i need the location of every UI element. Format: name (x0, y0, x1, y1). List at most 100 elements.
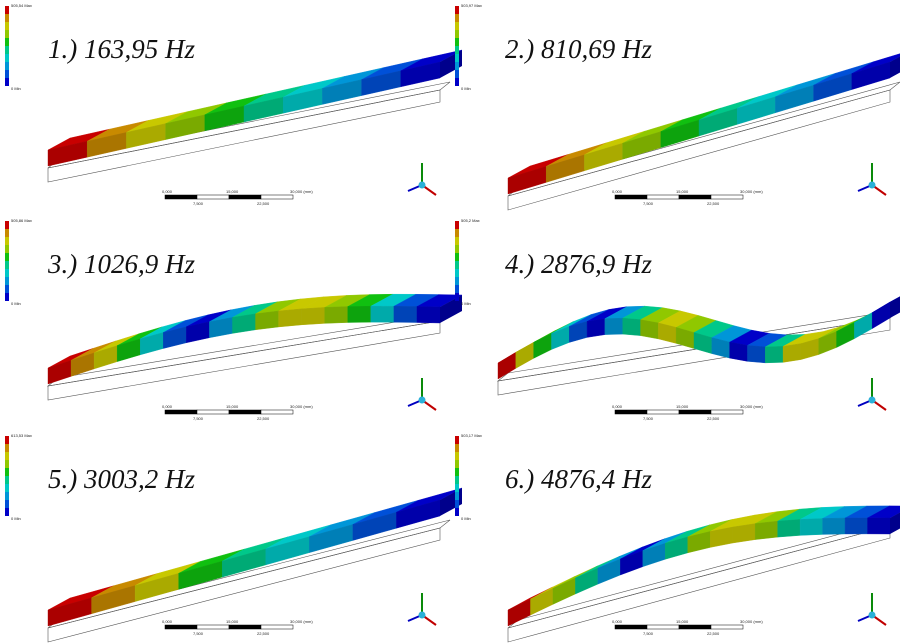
legend-swatch (5, 38, 9, 46)
mode-panel: 4.) 2876,9 Hz 505,2 Max 0 Min 0,000 15,000 30… (455, 218, 900, 421)
legend-swatch (5, 30, 9, 38)
legend-swatch (455, 484, 459, 492)
scale-bar-label: 30,000 (mm) (740, 189, 763, 194)
beam-front-face (782, 343, 802, 363)
beam-front-face (747, 345, 766, 364)
legend-min: 0 Min (11, 86, 21, 91)
legend-min: 0 Min (461, 86, 471, 91)
beam-front-face (604, 317, 623, 335)
legend-min: 0 Min (461, 301, 471, 306)
legend-swatch (5, 237, 9, 245)
scale-bar-label: 7,500 (643, 201, 654, 206)
scale-bar-label: 22,500 (707, 201, 720, 206)
scale-bar-label: 22,500 (707, 631, 720, 636)
legend-swatch (5, 277, 9, 285)
legend-swatch (455, 269, 459, 277)
mode-label: 3.) 1026,9 Hz (47, 249, 195, 279)
beam-front-face (622, 317, 641, 336)
scale-bar-segment (164, 409, 198, 415)
legend-swatch (5, 269, 9, 277)
legend-min: 0 Min (11, 301, 21, 306)
beam-front-face (370, 305, 395, 323)
beam-front-face (551, 326, 570, 350)
legend-max: 503,97 Max (461, 3, 482, 8)
legend-swatch (5, 78, 9, 86)
scale-bar-segment (710, 194, 744, 200)
mode-label: 2.) 810,69 Hz (505, 34, 652, 64)
legend-swatch (455, 6, 459, 14)
scale-bar-segment (614, 409, 648, 415)
legend-swatch (455, 500, 459, 508)
scale-bar-label: 22,500 (257, 416, 270, 421)
undeformed-outline (507, 81, 900, 197)
scale-bar-segment (646, 409, 680, 415)
undeformed-outline (47, 519, 451, 629)
scale-bar-label: 22,500 (257, 201, 270, 206)
legend-swatch (455, 277, 459, 285)
scale-bar-label: 7,500 (193, 416, 204, 421)
scale-bar-label: 15,000 (226, 189, 239, 194)
scale-bar-label: 15,000 (226, 619, 239, 624)
mode-panel: 2.) 810,69 Hz 503,97 Max 0 Min 0,000 15,000 3… (455, 3, 900, 211)
scale-bar-label: 0,000 (162, 404, 173, 409)
legend-swatch (5, 293, 9, 301)
beam-front-face (416, 306, 441, 324)
scale-bar-segment (228, 624, 262, 630)
triad-origin (868, 611, 876, 619)
legend-swatch (5, 285, 9, 293)
beam-front-face (799, 518, 823, 536)
mode-label: 4.) 2876,9 Hz (505, 249, 652, 279)
legend-swatch (455, 78, 459, 86)
legend-max: 503,17 Max (461, 433, 482, 438)
legend-swatch (455, 30, 459, 38)
legend-swatch (5, 229, 9, 237)
scale-bar-segment (646, 624, 680, 630)
scale-bar-segment (710, 409, 744, 415)
triad-origin (868, 396, 876, 404)
legend-max: 613,53 Max (11, 433, 32, 438)
scale-bar-label: 30,000 (mm) (290, 404, 313, 409)
beam-front-face (278, 308, 302, 328)
beam-front-face (871, 301, 891, 330)
legend-swatch (5, 54, 9, 62)
triad-origin (418, 181, 426, 189)
beam-front-face (586, 318, 606, 338)
scale-bar-segment (678, 194, 712, 200)
scale-bar-label: 0,000 (612, 619, 623, 624)
beam-front-face (497, 351, 517, 380)
legend-swatch (455, 221, 459, 229)
scale-bar-label: 7,500 (643, 416, 654, 421)
legend-max: 505,86 Max (11, 218, 32, 223)
scale-bar-label: 22,500 (707, 416, 720, 421)
legend-swatch (455, 62, 459, 70)
undeformed-outline (507, 89, 891, 211)
beam-front-face (867, 517, 891, 535)
scale-bar-label: 15,000 (676, 404, 689, 409)
legend-swatch (5, 476, 9, 484)
scale-bar-label: 0,000 (162, 619, 173, 624)
legend-swatch (5, 261, 9, 269)
scale-bar-label: 0,000 (612, 404, 623, 409)
legend-swatch (455, 468, 459, 476)
scale-bar-label: 15,000 (676, 619, 689, 624)
beam-front-face (232, 313, 256, 334)
legend-swatch (5, 492, 9, 500)
beam-end-face (890, 56, 900, 78)
legend-swatch (455, 452, 459, 460)
legend-swatch (5, 452, 9, 460)
legend-swatch (455, 229, 459, 237)
legend-swatch (455, 436, 459, 444)
legend-swatch (5, 500, 9, 508)
legend-swatch (5, 6, 9, 14)
legend-swatch (5, 436, 9, 444)
legend-swatch (455, 70, 459, 78)
legend-min: 0 Min (461, 516, 471, 521)
legend-swatch (5, 484, 9, 492)
legend-swatch (455, 237, 459, 245)
beam-front-face (640, 319, 659, 340)
mode-label: 6.) 4876,4 Hz (505, 464, 652, 494)
legend-swatch (5, 70, 9, 78)
triad-origin (418, 611, 426, 619)
legend-swatch (5, 508, 9, 516)
